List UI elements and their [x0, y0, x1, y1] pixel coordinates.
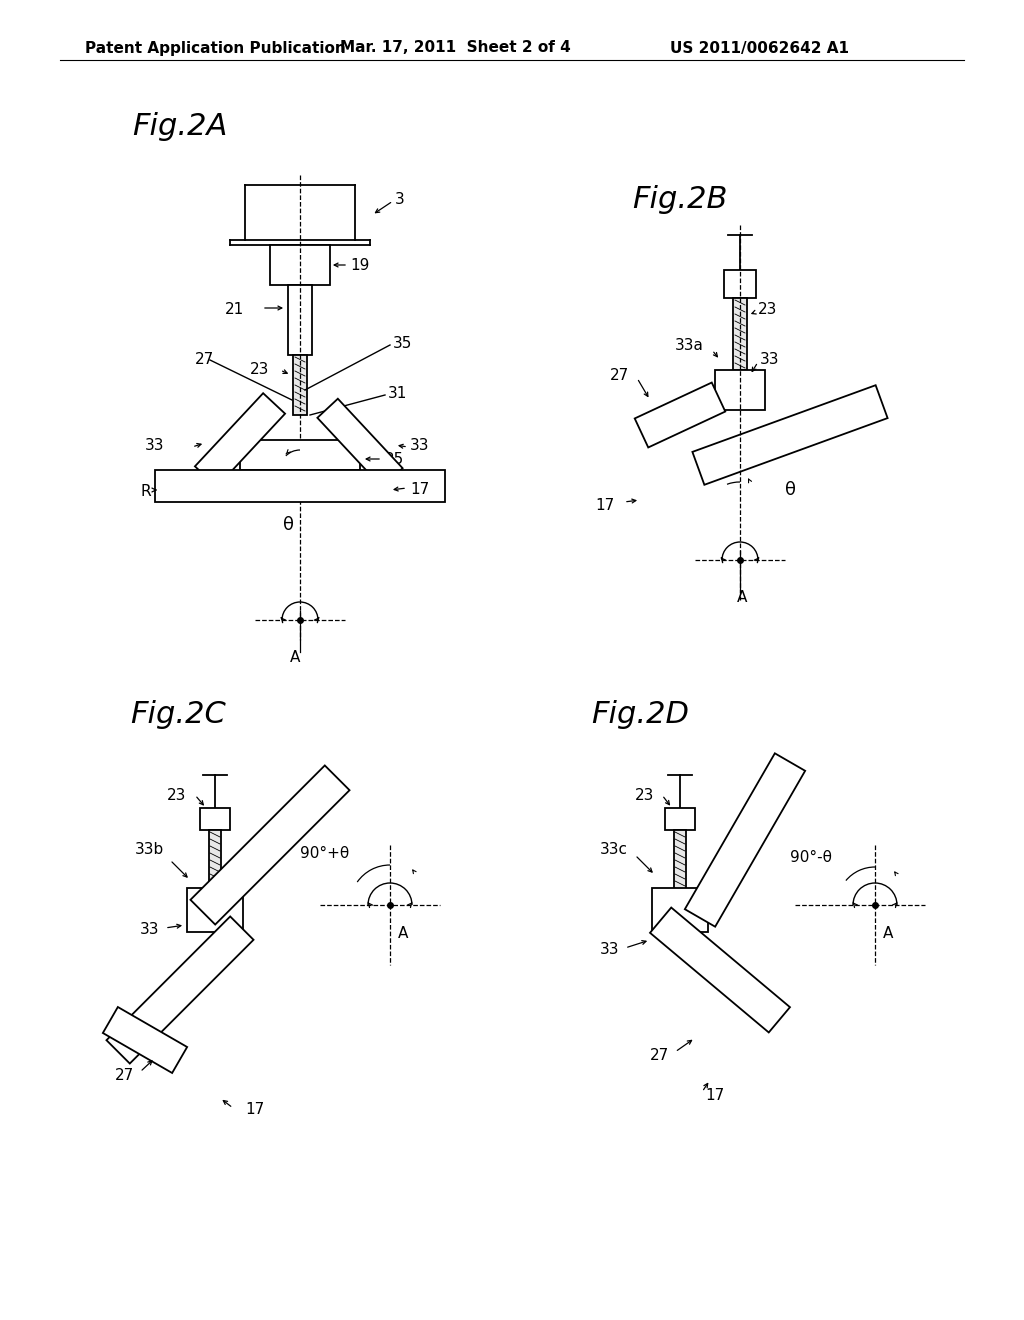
Text: 90°-θ: 90°-θ [790, 850, 831, 865]
Polygon shape [650, 908, 790, 1032]
Text: 21: 21 [225, 302, 245, 318]
Bar [724, 271, 756, 298]
Bar [155, 470, 445, 502]
Bar [674, 830, 686, 895]
Polygon shape [102, 1007, 187, 1073]
Text: 25: 25 [385, 453, 404, 467]
Text: 33c: 33c [600, 842, 628, 858]
Text: 27: 27 [115, 1068, 134, 1082]
Bar [240, 440, 360, 470]
Text: Fig.2B: Fig.2B [632, 185, 728, 214]
Text: US 2011/0062642 A1: US 2011/0062642 A1 [670, 41, 849, 55]
Polygon shape [685, 754, 805, 927]
Text: 17: 17 [705, 1088, 724, 1102]
Text: A: A [737, 590, 748, 606]
Text: A: A [290, 651, 300, 665]
Text: 33: 33 [140, 923, 160, 937]
Bar [187, 888, 243, 932]
Polygon shape [317, 399, 402, 487]
Bar [200, 808, 230, 830]
Bar [293, 355, 307, 414]
Polygon shape [635, 383, 725, 447]
Text: 23: 23 [758, 302, 777, 318]
Text: 3: 3 [395, 193, 404, 207]
Text: Fig.2C: Fig.2C [130, 700, 226, 729]
Text: R: R [140, 484, 151, 499]
Text: θ: θ [283, 516, 294, 535]
Text: 27: 27 [195, 352, 214, 367]
Text: 23: 23 [635, 788, 654, 803]
Polygon shape [190, 766, 349, 924]
Bar [288, 285, 312, 355]
Bar [665, 808, 695, 830]
Text: 33: 33 [410, 437, 429, 453]
Text: 90°+θ: 90°+θ [300, 846, 349, 861]
Text: Mar. 17, 2011  Sheet 2 of 4: Mar. 17, 2011 Sheet 2 of 4 [340, 41, 570, 55]
Bar [733, 298, 746, 370]
Text: 33b: 33b [135, 842, 164, 858]
Bar [652, 888, 708, 932]
Bar [715, 370, 765, 411]
Text: 19: 19 [350, 257, 370, 272]
Text: 27: 27 [610, 367, 630, 383]
Bar [209, 830, 221, 895]
Text: 33: 33 [145, 437, 165, 453]
Text: 23: 23 [250, 363, 269, 378]
Text: 31: 31 [388, 385, 408, 400]
Text: A: A [398, 925, 409, 940]
Text: 17: 17 [595, 498, 614, 512]
Text: 35: 35 [393, 335, 413, 351]
Text: A: A [883, 925, 893, 940]
Polygon shape [692, 385, 888, 484]
Text: 33: 33 [600, 942, 620, 957]
Text: Fig.2D: Fig.2D [591, 700, 689, 729]
Text: Patent Application Publication: Patent Application Publication [85, 41, 346, 55]
Polygon shape [106, 916, 254, 1064]
Text: 33a: 33a [675, 338, 703, 352]
Text: 33: 33 [760, 352, 779, 367]
Polygon shape [195, 393, 285, 487]
Text: 17: 17 [245, 1102, 264, 1118]
Text: 23: 23 [167, 788, 186, 803]
Text: 27: 27 [650, 1048, 670, 1063]
Text: θ: θ [785, 480, 796, 499]
Text: 17: 17 [410, 483, 429, 498]
Text: Fig.2A: Fig.2A [132, 112, 227, 141]
Bar [270, 246, 330, 285]
